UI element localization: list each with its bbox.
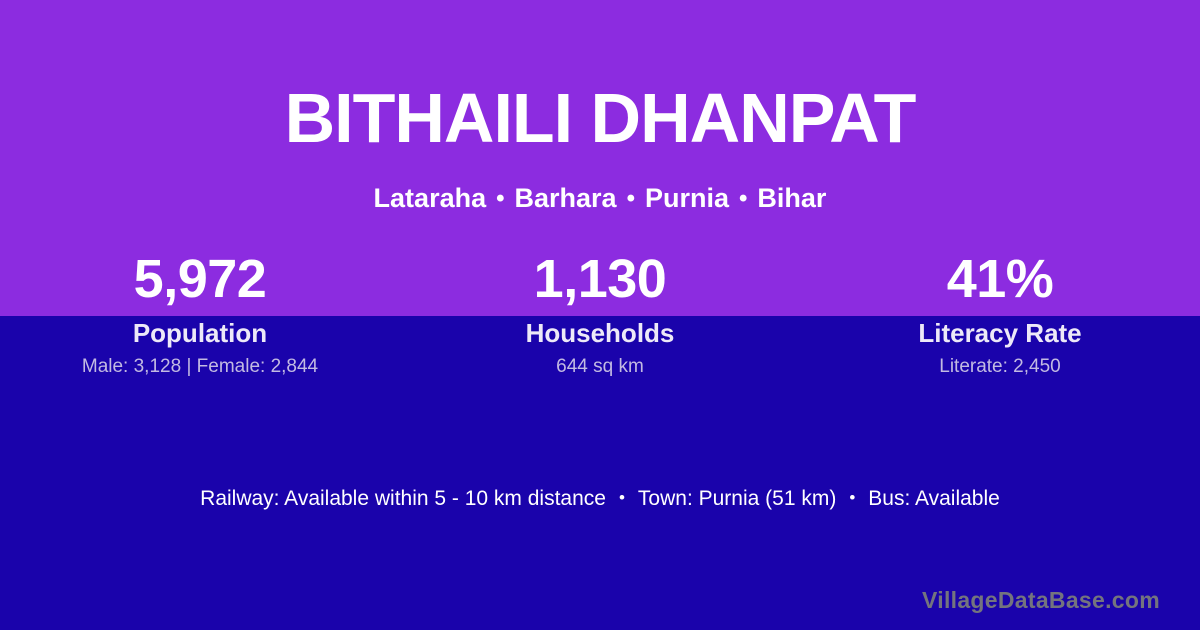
watermark-site-name: VillageDataBase.com [922, 587, 1160, 613]
households-label: Households [525, 318, 675, 348]
transport-info-line: Railway: Available within 5 - 10 km dist… [0, 484, 1200, 513]
bottom-background [0, 316, 1200, 630]
breadcrumb-state: Bihar [757, 183, 827, 213]
bullet-separator: • [739, 185, 748, 212]
households-detail: 644 sq km [556, 356, 644, 377]
bullet-separator: • [618, 488, 625, 507]
stats-row: 5,972 Population Male: 3,128 | Female: 2… [0, 242, 1200, 379]
stat-households: 1,130 Households 644 sq km [400, 242, 800, 379]
bus-info: Bus: Available [868, 487, 1000, 510]
breadcrumb-district: Purnia [644, 183, 730, 213]
bullet-separator: • [626, 185, 635, 212]
bullet-separator: • [496, 185, 505, 212]
village-title: BITHAILI DHANPAT [284, 79, 917, 157]
breadcrumb-panchayat: Lataraha [373, 183, 487, 213]
stat-literacy: 41% Literacy Rate Literate: 2,450 [800, 242, 1200, 379]
population-value: 5,972 [133, 249, 267, 309]
households-value: 1,130 [533, 249, 667, 309]
population-label: Population [132, 318, 268, 348]
railway-info: Railway: Available within 5 - 10 km dist… [200, 487, 606, 510]
literacy-label: Literacy Rate [918, 318, 1082, 348]
literacy-value: 41% [946, 249, 1054, 309]
breadcrumb-block: Barhara [514, 183, 617, 213]
population-detail: Male: 3,128 | Female: 2,844 [81, 356, 319, 377]
bullet-separator: • [849, 488, 856, 507]
top-background [0, 0, 1200, 316]
location-breadcrumb: Lataraha • Barhara • Purnia • Bihar [0, 182, 1200, 215]
literacy-detail: Literate: 2,450 [939, 356, 1061, 377]
stat-population: 5,972 Population Male: 3,128 | Female: 2… [0, 242, 400, 379]
town-info: Town: Purnia (51 km) [637, 487, 837, 510]
